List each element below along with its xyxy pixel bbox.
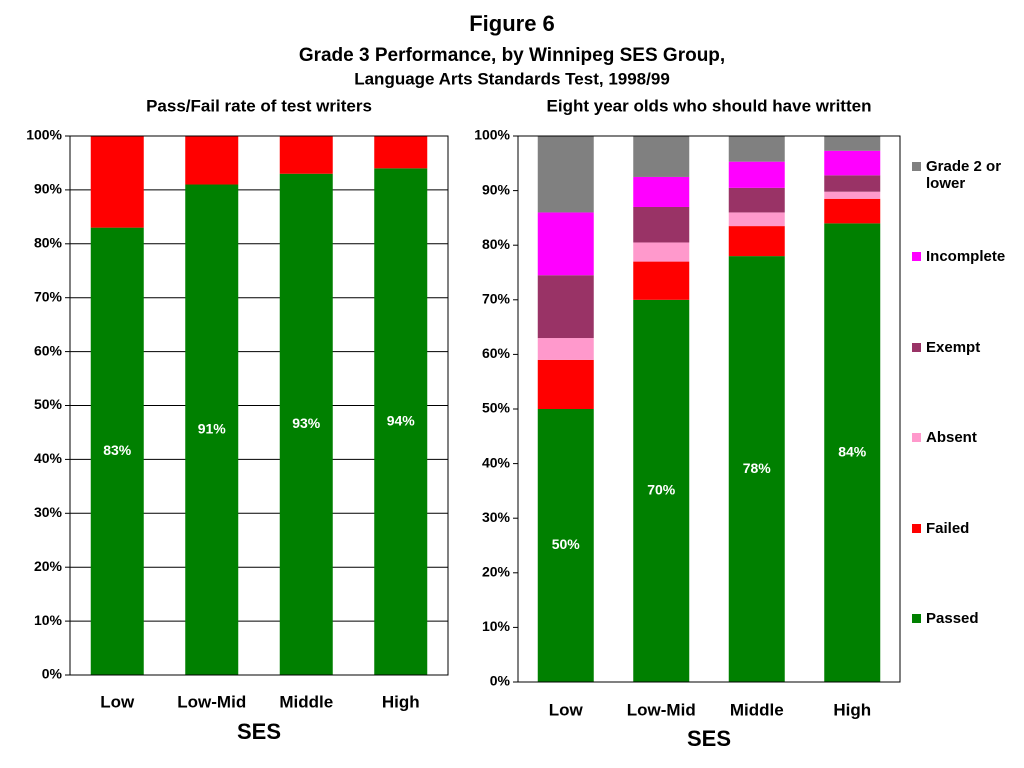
- bar-segment: [537, 136, 594, 213]
- bar-segment: [824, 223, 881, 683]
- x-tick-label: Low: [100, 692, 135, 711]
- x-axis-label: SES: [237, 719, 281, 744]
- x-tick-label: Low-Mid: [627, 700, 696, 719]
- bar-segment: [279, 173, 333, 676]
- bar-segment: [728, 187, 785, 213]
- bar-segment: [90, 227, 144, 675]
- bar-segment: [537, 212, 594, 276]
- bar-segment: [374, 168, 428, 675]
- x-tick-label: Low: [549, 700, 584, 719]
- legend-swatch: [912, 614, 921, 623]
- data-label: 91%: [198, 420, 227, 436]
- plot-frame: [517, 135, 901, 683]
- bar-segment: [90, 136, 144, 228]
- legend-entry: Incomplete: [912, 248, 1022, 265]
- y-tick-label: 0%: [490, 673, 511, 689]
- data-label: 50%: [552, 536, 581, 552]
- y-tick-label: 20%: [34, 558, 63, 574]
- bar-segment: [185, 136, 239, 185]
- figure-subtitle: Grade 3 Performance, by Winnipeg SES Gro…: [299, 45, 725, 66]
- y-tick-label: 90%: [482, 181, 511, 197]
- legend-label: Absent: [926, 429, 977, 447]
- legend-label: Exempt: [926, 338, 981, 356]
- y-tick-label: 70%: [34, 288, 63, 304]
- y-tick-label: 10%: [34, 612, 63, 628]
- data-label: 70%: [647, 482, 676, 498]
- figure-subtitle: Language Arts Standards Test, 1998/99: [354, 69, 670, 88]
- y-tick-label: 80%: [482, 236, 511, 252]
- bar-segment: [824, 175, 881, 192]
- bar-segment: [633, 261, 690, 300]
- bar-segment: [824, 136, 881, 151]
- bar-segment: [185, 184, 239, 675]
- y-tick-label: 50%: [482, 400, 511, 416]
- bar-segment: [824, 198, 881, 224]
- bar-segment: [537, 409, 594, 682]
- y-tick-label: 60%: [482, 345, 511, 361]
- y-tick-label: 100%: [474, 127, 510, 143]
- bar-segment: [537, 338, 594, 360]
- bar-segment: [728, 226, 785, 257]
- legend-entry: Grade 2 or lower: [912, 158, 1022, 192]
- x-tick-label: Middle: [279, 692, 333, 711]
- data-label: 94%: [387, 412, 416, 428]
- y-tick-label: 40%: [482, 454, 511, 470]
- data-label: 83%: [103, 442, 132, 458]
- y-tick-label: 50%: [34, 396, 63, 412]
- y-tick-label: 70%: [482, 291, 511, 307]
- legend-entry: Passed: [912, 610, 1022, 627]
- legend-label: Failed: [926, 519, 970, 537]
- bar-segment: [728, 161, 785, 188]
- x-tick-label: High: [382, 692, 420, 711]
- legend-swatch: [912, 523, 921, 533]
- bar-segment: [633, 136, 690, 177]
- data-label: 84%: [838, 443, 867, 459]
- legend-entry: Exempt: [912, 339, 1022, 356]
- legend-label: Grade 2 or lower: [926, 158, 1002, 192]
- chart-title: Pass/Fail rate of test writers: [146, 96, 372, 115]
- y-tick-label: 80%: [34, 235, 63, 251]
- y-tick-label: 90%: [34, 181, 63, 197]
- x-tick-label: High: [833, 700, 871, 719]
- data-label: 93%: [292, 415, 321, 431]
- legend-swatch: [912, 433, 921, 443]
- x-tick-label: Low-Mid: [177, 692, 246, 711]
- legend-label: Incomplete: [926, 248, 1006, 266]
- bar-segment: [728, 212, 785, 227]
- y-tick-label: 20%: [482, 564, 511, 580]
- bar-segment: [279, 136, 333, 174]
- x-axis-label: SES: [687, 726, 731, 751]
- x-tick-label: Middle: [730, 700, 784, 719]
- y-tick-label: 100%: [26, 127, 62, 143]
- legend-swatch: [912, 162, 921, 171]
- bar-segment: [633, 242, 690, 262]
- bar-segment: [824, 150, 881, 176]
- y-tick-label: 60%: [34, 342, 63, 358]
- y-tick-label: 30%: [34, 504, 63, 520]
- bar-segment: [537, 359, 594, 409]
- bar-segment: [728, 256, 785, 682]
- bar-segment: [633, 206, 690, 243]
- legend-swatch: [912, 342, 921, 352]
- plot-frame: [69, 135, 449, 676]
- bar-segment: [633, 176, 690, 207]
- bar-segment: [633, 299, 690, 682]
- y-tick-label: 40%: [34, 450, 63, 466]
- bar-segment: [824, 191, 881, 199]
- legend-entry: Failed: [912, 520, 1022, 537]
- chart-title: Eight year olds who should have written: [547, 96, 872, 115]
- bar-segment: [374, 136, 428, 169]
- y-tick-label: 0%: [42, 666, 63, 682]
- data-label: 78%: [743, 460, 772, 476]
- legend-label: Passed: [926, 610, 979, 627]
- legend-swatch: [912, 252, 921, 262]
- y-tick-label: 10%: [482, 618, 511, 634]
- bar-segment: [728, 136, 785, 162]
- bar-segment: [537, 275, 594, 339]
- figure-title: Figure 6: [469, 11, 555, 36]
- legend-entry: Absent: [912, 429, 1022, 446]
- y-tick-label: 30%: [482, 509, 511, 525]
